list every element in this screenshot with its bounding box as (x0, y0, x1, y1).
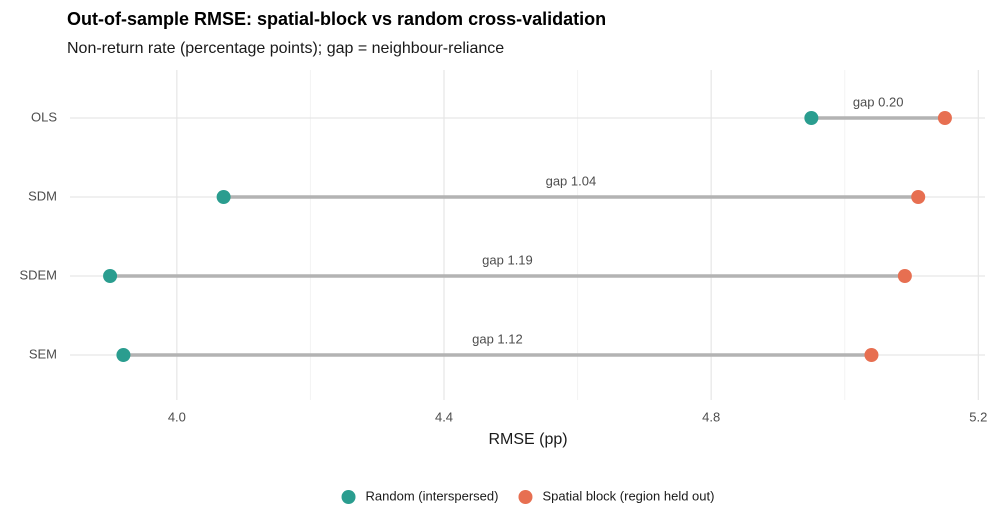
legend-label: Random (interspersed) (366, 488, 499, 503)
gap-label: gap 0.20 (853, 94, 904, 109)
point (897, 269, 912, 283)
chart-title: Out-of-sample RMSE: spatial-block vs ran… (67, 9, 606, 29)
point (864, 348, 879, 362)
y-tick-label: SDM (28, 188, 57, 203)
point (804, 111, 819, 125)
x-tick-label: 4.8 (702, 409, 720, 424)
point (116, 348, 131, 362)
y-tick-label: OLS (31, 109, 57, 124)
point (937, 111, 952, 125)
point (911, 190, 926, 204)
x-axis-label: RMSE (pp) (488, 431, 567, 448)
point (103, 269, 118, 283)
x-tick-label: 4.4 (435, 409, 453, 424)
gap-label: gap 1.12 (472, 331, 523, 346)
gap-label: gap 1.04 (546, 173, 597, 188)
x-tick-label: 5.2 (969, 409, 987, 424)
legend-marker (518, 490, 533, 504)
chart-subtitle: Non-return rate (percentage points); gap… (67, 40, 504, 57)
legend-label: Spatial block (region held out) (542, 488, 714, 503)
legend-marker (341, 490, 356, 504)
x-tick-label: 4.0 (168, 409, 186, 424)
y-tick-label: SDEM (19, 267, 57, 282)
y-tick-label: SEM (29, 346, 57, 361)
point (216, 190, 231, 204)
gap-label: gap 1.19 (482, 252, 533, 267)
